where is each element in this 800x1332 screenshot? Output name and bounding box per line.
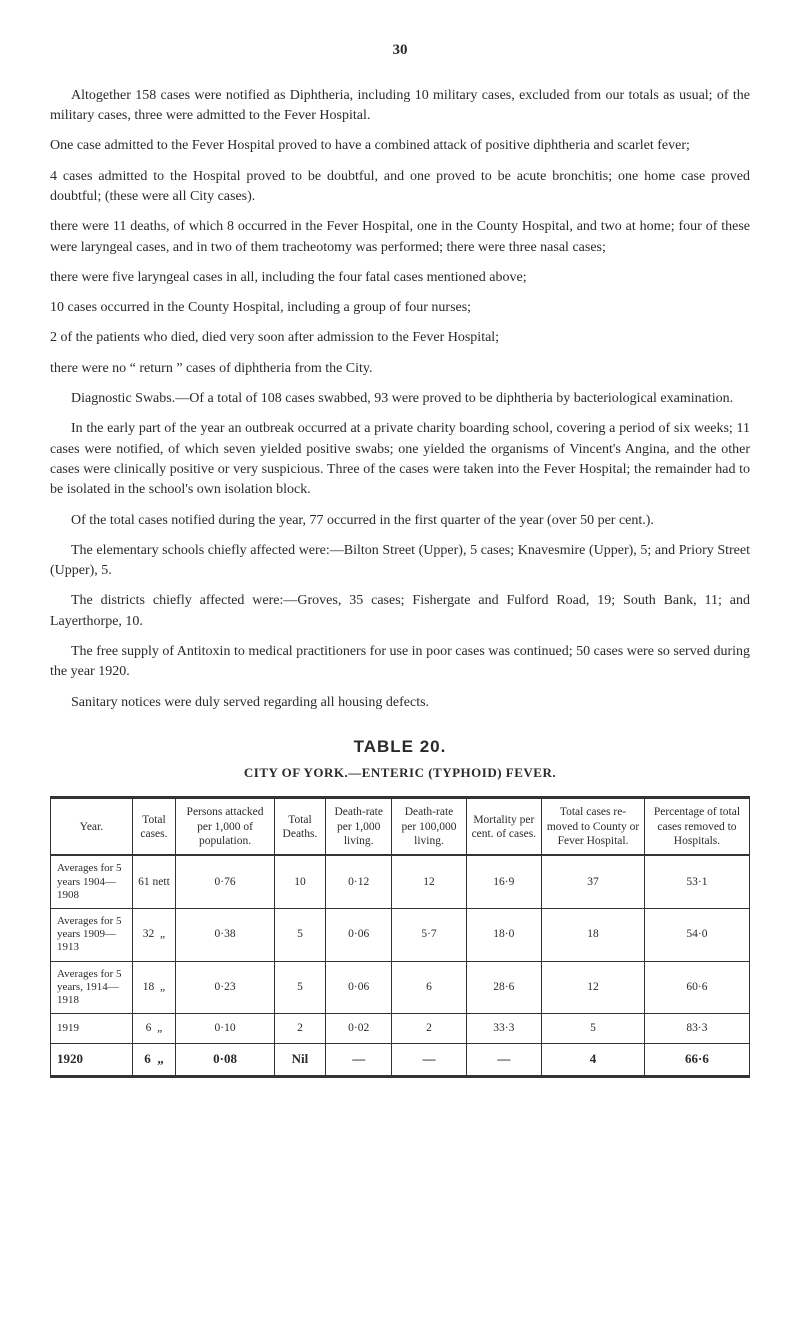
col-death-rate-1000: Death-rate per 1,000 living. bbox=[325, 798, 392, 856]
cell-total-cases: 18 „ bbox=[132, 961, 175, 1014]
cell-pct-removed: 60·6 bbox=[644, 961, 749, 1014]
cell-dr-100000: 12 bbox=[392, 855, 466, 908]
cell-removed: 18 bbox=[542, 909, 645, 962]
cell-total-deaths: 10 bbox=[274, 855, 325, 908]
paragraph-1: Altogether 158 cases were notified as Di… bbox=[50, 86, 750, 127]
paragraph-5: there were five laryngeal cases in all, … bbox=[50, 268, 750, 288]
cell-total-cases: 6 „ bbox=[132, 1043, 175, 1076]
cell-year: Averages for 5 years, 1914—1918 bbox=[51, 961, 133, 1014]
table-title: TABLE 20. bbox=[50, 735, 750, 760]
col-year: Year. bbox=[51, 798, 133, 856]
paragraph-15: Sanitary notices were duly served regard… bbox=[50, 693, 750, 713]
cell-mortality: 33·3 bbox=[466, 1014, 542, 1044]
cell-persons-attacked: 0·23 bbox=[176, 961, 275, 1014]
cell-mortality: 16·9 bbox=[466, 855, 542, 908]
cell-dr-1000: 0·12 bbox=[325, 855, 392, 908]
cell-pct-removed: 83·3 bbox=[644, 1014, 749, 1044]
table-header-row: Year. Total cases. Persons attacked per … bbox=[51, 798, 750, 856]
cell-dr-100000: 6 bbox=[392, 961, 466, 1014]
cell-persons-attacked: 0·76 bbox=[176, 855, 275, 908]
paragraph-12: The elementary schools chiefly affected … bbox=[50, 541, 750, 582]
table-row: 1920 6 „ 0·08 Nil — — — 4 66·6 bbox=[51, 1043, 750, 1076]
cell-mortality: — bbox=[466, 1043, 542, 1076]
cell-dr-1000: 0·06 bbox=[325, 909, 392, 962]
cell-dr-1000: 0·06 bbox=[325, 961, 392, 1014]
paragraph-13: The districts chiefly affected were:—Gro… bbox=[50, 591, 750, 632]
cell-mortality: 18·0 bbox=[466, 909, 542, 962]
cell-removed: 12 bbox=[542, 961, 645, 1014]
cell-mortality: 28·6 bbox=[466, 961, 542, 1014]
table-row: 1919 6 „ 0·10 2 0·02 2 33·3 5 83·3 bbox=[51, 1014, 750, 1044]
cell-total-deaths: 5 bbox=[274, 961, 325, 1014]
cell-removed: 5 bbox=[542, 1014, 645, 1044]
cell-year: Averages for 5 years 1909—1913 bbox=[51, 909, 133, 962]
cell-year: 1919 bbox=[51, 1014, 133, 1044]
cell-pct-removed: 66·6 bbox=[644, 1043, 749, 1076]
paragraph-2: One case admitted to the Fever Hospital … bbox=[50, 136, 750, 156]
paragraph-14: The free supply of Antitoxin to medical … bbox=[50, 642, 750, 683]
table-row: Averages for 5 years 1904—1908 61 nett 0… bbox=[51, 855, 750, 908]
cell-dr-1000: 0·02 bbox=[325, 1014, 392, 1044]
cell-total-deaths: 2 bbox=[274, 1014, 325, 1044]
table-subtitle: CITY OF YORK.—ENTERIC (TYPHOID) FEVER. bbox=[50, 764, 750, 783]
enteric-fever-table: Year. Total cases. Persons attacked per … bbox=[50, 796, 750, 1077]
col-mortality-pct: Mortality per cent. of cases. bbox=[466, 798, 542, 856]
cell-removed: 37 bbox=[542, 855, 645, 908]
cell-persons-attacked: 0·08 bbox=[176, 1043, 275, 1076]
cell-persons-attacked: 0·38 bbox=[176, 909, 275, 962]
paragraph-10: In the early part of the year an outbrea… bbox=[50, 419, 750, 500]
cell-total-deaths: Nil bbox=[274, 1043, 325, 1076]
page-number: 30 bbox=[50, 40, 750, 62]
col-persons-attacked: Persons attacked per 1,000 of population… bbox=[176, 798, 275, 856]
cell-dr-100000: 2 bbox=[392, 1014, 466, 1044]
cell-pct-removed: 53·1 bbox=[644, 855, 749, 908]
paragraph-9: Diagnostic Swabs.—Of a total of 108 case… bbox=[50, 389, 750, 409]
cell-total-cases: 32 „ bbox=[132, 909, 175, 962]
cell-removed: 4 bbox=[542, 1043, 645, 1076]
col-pct-removed: Percentage of total cases removed to Hos… bbox=[644, 798, 749, 856]
paragraph-8: there were no “ return ” cases of diphth… bbox=[50, 359, 750, 379]
paragraph-4: there were 11 deaths, of which 8 occurre… bbox=[50, 217, 750, 258]
table-body: Averages for 5 years 1904—1908 61 nett 0… bbox=[51, 855, 750, 1076]
cell-total-cases: 61 nett bbox=[132, 855, 175, 908]
cell-persons-attacked: 0·10 bbox=[176, 1014, 275, 1044]
table-title-text: TABLE 20. bbox=[354, 737, 447, 756]
cell-total-cases: 6 „ bbox=[132, 1014, 175, 1044]
col-total-cases: Total cases. bbox=[132, 798, 175, 856]
cell-dr-1000: — bbox=[325, 1043, 392, 1076]
table-row: Averages for 5 years 1909—1913 32 „ 0·38… bbox=[51, 909, 750, 962]
table-row: Averages for 5 years, 1914—1918 18 „ 0·2… bbox=[51, 961, 750, 1014]
cell-year: 1920 bbox=[51, 1043, 133, 1076]
cell-dr-100000: — bbox=[392, 1043, 466, 1076]
paragraph-3: 4 cases admitted to the Hospital proved … bbox=[50, 167, 750, 208]
col-total-deaths: Total Deaths. bbox=[274, 798, 325, 856]
paragraph-7: 2 of the patients who died, died very so… bbox=[50, 328, 750, 348]
paragraph-6: 10 cases occurred in the County Hospital… bbox=[50, 298, 750, 318]
col-cases-removed: Total cases re-moved to County or Fever … bbox=[542, 798, 645, 856]
col-death-rate-100000: Death-rate per 100,000 living. bbox=[392, 798, 466, 856]
cell-dr-100000: 5·7 bbox=[392, 909, 466, 962]
cell-total-deaths: 5 bbox=[274, 909, 325, 962]
paragraph-11: Of the total cases notified during the y… bbox=[50, 511, 750, 531]
cell-year: Averages for 5 years 1904—1908 bbox=[51, 855, 133, 908]
cell-pct-removed: 54·0 bbox=[644, 909, 749, 962]
